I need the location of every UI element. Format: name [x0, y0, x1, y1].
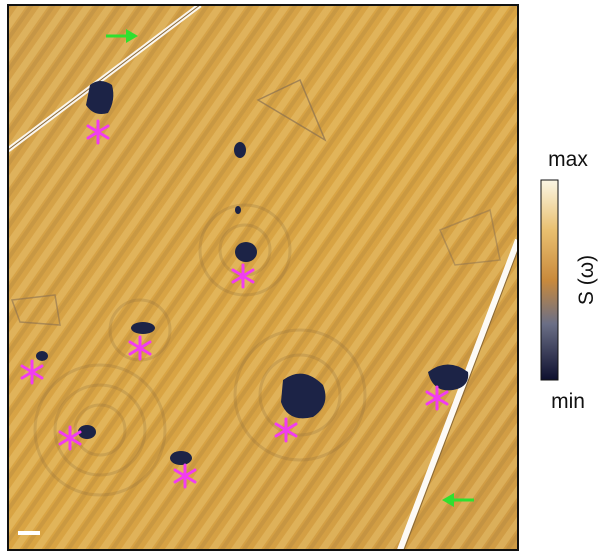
colorbar [541, 180, 558, 380]
micrograph [8, 5, 518, 550]
colorbar-min: min [551, 390, 585, 413]
colorbar-label: S (ω) [575, 255, 598, 305]
figure: max min S (ω) [0, 0, 605, 554]
colorbar-max: max [548, 148, 588, 171]
scale-bar [18, 531, 40, 535]
